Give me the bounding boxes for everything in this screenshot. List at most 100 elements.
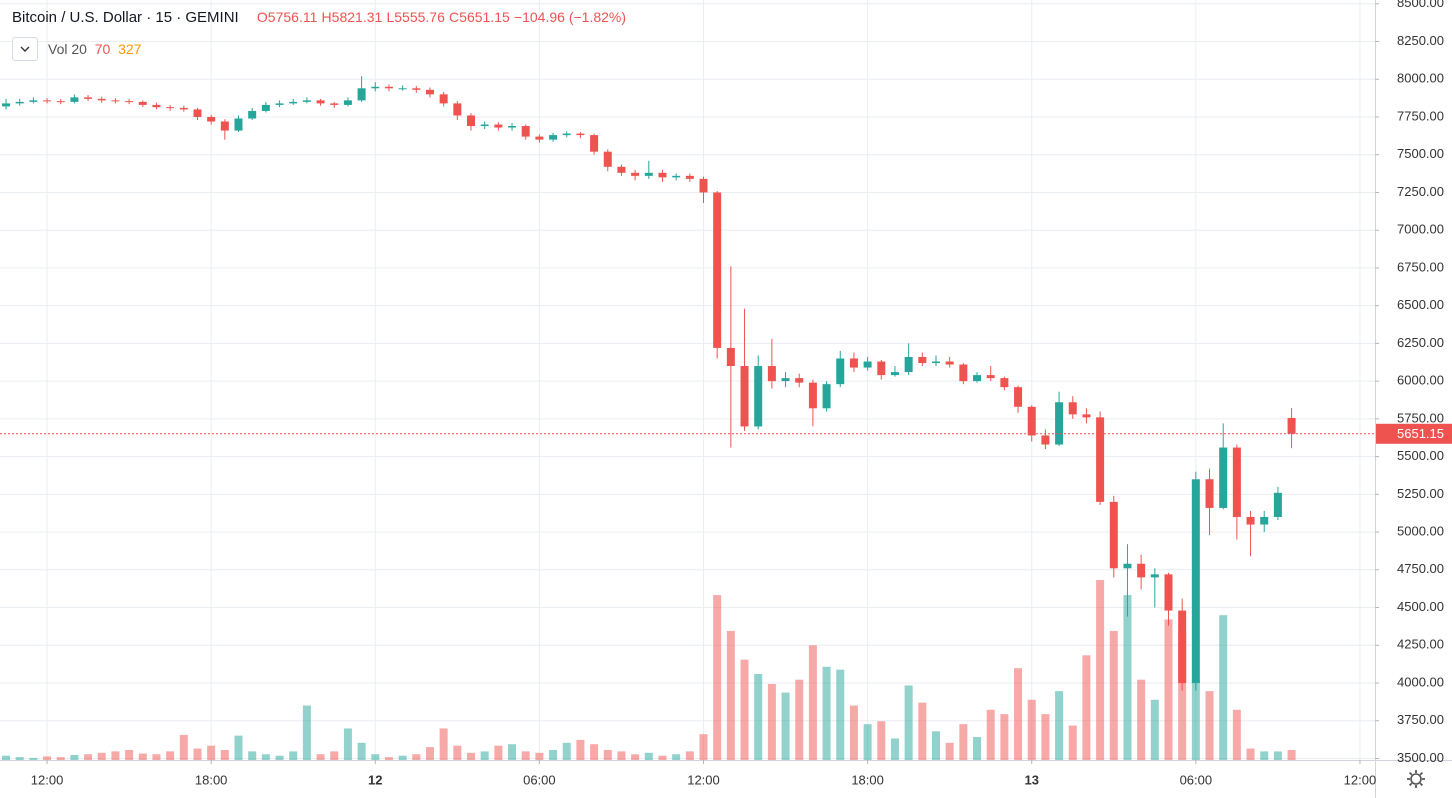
volume-bar bbox=[1096, 580, 1105, 760]
volume-bar bbox=[125, 749, 134, 760]
gear-icon[interactable] bbox=[1410, 773, 1422, 785]
candle-body bbox=[1150, 574, 1159, 578]
volume-bar bbox=[808, 645, 817, 760]
candle-body bbox=[316, 100, 325, 104]
candle-body bbox=[1109, 501, 1118, 569]
y-tick-label: 5250.00 bbox=[1397, 486, 1444, 501]
candle-body bbox=[494, 124, 503, 128]
candle-body bbox=[29, 100, 38, 102]
volume-bar bbox=[302, 705, 311, 760]
candle-body bbox=[1164, 574, 1173, 611]
candle-body bbox=[193, 109, 202, 117]
candle-body bbox=[808, 382, 817, 409]
volume-value: 70 bbox=[94, 41, 111, 57]
candle-body bbox=[207, 116, 216, 122]
y-tick-label: 3750.00 bbox=[1397, 712, 1444, 727]
y-tick-label: 7500.00 bbox=[1397, 146, 1444, 161]
volume-bar bbox=[1164, 619, 1173, 760]
volume-ma: 327 bbox=[118, 41, 142, 57]
collapse-button[interactable] bbox=[12, 37, 38, 61]
candle-body bbox=[535, 136, 544, 140]
candle-body bbox=[111, 100, 120, 102]
volume-bar bbox=[261, 754, 270, 760]
candle-body bbox=[699, 178, 708, 193]
volume-bar bbox=[1068, 725, 1077, 760]
volume-bar bbox=[425, 747, 434, 760]
volume-bar bbox=[1014, 668, 1023, 760]
candle-body bbox=[877, 361, 886, 376]
open-label: O bbox=[256, 9, 268, 25]
candle-body bbox=[1096, 417, 1105, 502]
candle-body bbox=[357, 88, 366, 101]
close-label: C bbox=[449, 9, 460, 25]
candle-body bbox=[425, 89, 434, 95]
y-tick-label: 7250.00 bbox=[1397, 184, 1444, 199]
gear-teeth[interactable] bbox=[1407, 770, 1425, 788]
volume-bar bbox=[685, 751, 694, 760]
volume-bar bbox=[781, 692, 790, 760]
candle-body bbox=[590, 135, 599, 152]
volume-bar bbox=[207, 745, 216, 760]
candle-body bbox=[248, 110, 257, 119]
volume-bar bbox=[1273, 751, 1282, 760]
settings-button[interactable] bbox=[1407, 770, 1425, 788]
volume-bar bbox=[767, 684, 776, 760]
volume-bar bbox=[412, 754, 421, 760]
candle-body bbox=[275, 103, 284, 105]
candle-body bbox=[84, 97, 93, 99]
candle-body bbox=[685, 175, 694, 179]
candle-body bbox=[220, 121, 229, 131]
candle-body bbox=[412, 88, 421, 90]
candle-body bbox=[740, 366, 749, 427]
y-tick-label: 3500.00 bbox=[1397, 750, 1444, 765]
volume-bar bbox=[1232, 709, 1241, 760]
candle-body bbox=[453, 103, 462, 116]
candle-body bbox=[398, 88, 407, 90]
candle-body bbox=[302, 100, 311, 102]
volume-bar bbox=[1041, 714, 1050, 760]
volume-bar bbox=[576, 739, 585, 760]
volume-bar bbox=[371, 754, 380, 760]
volume-bar bbox=[220, 749, 229, 760]
volume-bar bbox=[1219, 615, 1228, 760]
volume-bar bbox=[1205, 691, 1214, 760]
x-tick-label: 06:00 bbox=[1180, 772, 1213, 787]
volume-bar bbox=[959, 724, 968, 760]
candle-body bbox=[1246, 516, 1255, 525]
volume-bar bbox=[179, 734, 188, 760]
x-tick-label: 13 bbox=[1024, 772, 1038, 787]
y-tick-label: 8250.00 bbox=[1397, 33, 1444, 48]
candle-body bbox=[125, 101, 134, 103]
volume-bar bbox=[275, 755, 284, 760]
volume-bar bbox=[562, 742, 571, 760]
low-value: 5555.76 bbox=[394, 9, 445, 25]
volume-bar bbox=[166, 751, 175, 760]
candle-body bbox=[152, 104, 161, 108]
volume-bar bbox=[70, 754, 79, 760]
high-label: H bbox=[321, 9, 332, 25]
y-tick-label: 8500.00 bbox=[1397, 0, 1444, 10]
volume-bar bbox=[1123, 595, 1132, 760]
volume-bar bbox=[343, 728, 352, 760]
volume-bar bbox=[590, 744, 599, 760]
volume-name: Vol bbox=[48, 41, 68, 57]
candle-body bbox=[1014, 387, 1023, 407]
volume-bar bbox=[973, 737, 982, 760]
volume-bar bbox=[713, 595, 722, 760]
candle-body bbox=[179, 107, 188, 110]
volume-bar bbox=[904, 685, 913, 760]
candle-body bbox=[56, 101, 65, 103]
volume-bar bbox=[658, 755, 667, 760]
candles bbox=[2, 76, 1296, 691]
candle-body bbox=[1137, 563, 1146, 578]
candle-body bbox=[672, 175, 681, 178]
volume-bar bbox=[467, 752, 476, 760]
volume-bar bbox=[644, 752, 653, 760]
y-tick-label: 4750.00 bbox=[1397, 561, 1444, 576]
high-value: 5821.31 bbox=[331, 9, 383, 25]
chevron-icon[interactable] bbox=[20, 46, 30, 52]
candle-body bbox=[1123, 563, 1132, 569]
candle-body bbox=[603, 151, 612, 167]
candle-body bbox=[261, 104, 270, 111]
candle-body bbox=[986, 375, 995, 379]
